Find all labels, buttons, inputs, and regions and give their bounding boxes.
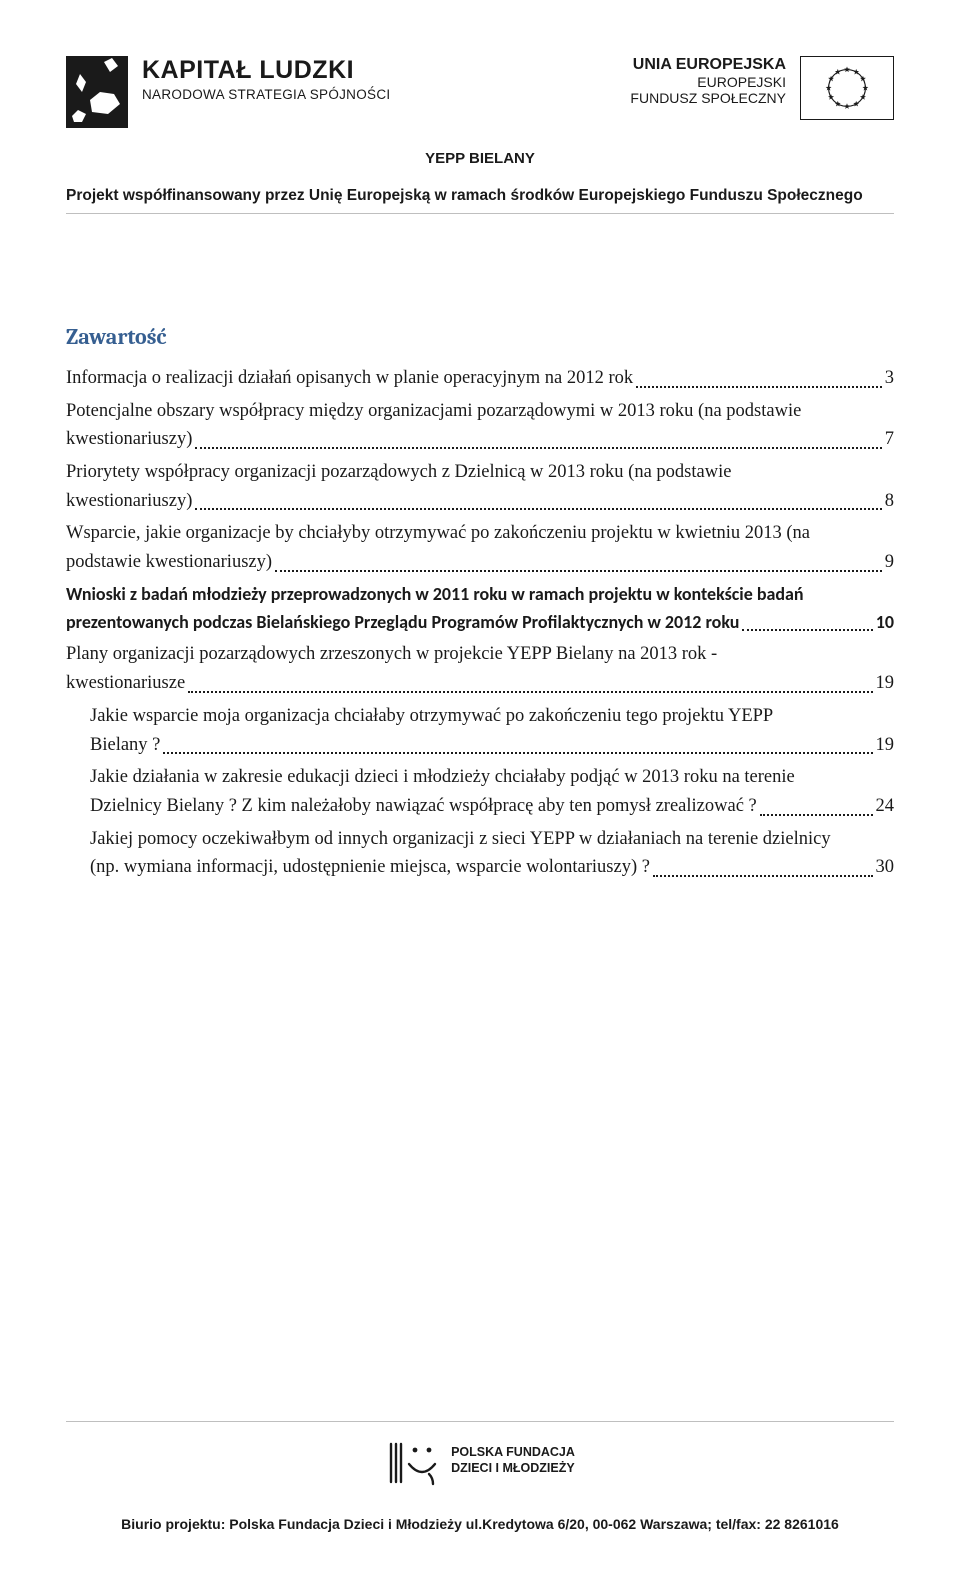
toc-label: Jakie działania w zakresie edukacji dzie… <box>90 763 894 792</box>
eu-line1: UNIA EUROPEJSKA <box>630 56 786 74</box>
toc-label: Potencjalne obszary współpracy między or… <box>66 397 894 426</box>
toc-page-number: 7 <box>885 425 894 454</box>
toc-label: Jakiej pomocy oczekiwałbym od innych org… <box>90 825 894 854</box>
project-title: YEPP BIELANY <box>66 150 894 167</box>
toc-label: Dzielnicy Bielany ? Z kim należałoby naw… <box>90 792 757 821</box>
toc-leader-dots <box>188 691 872 693</box>
toc-entry[interactable]: Wnioski z badań młodzieży przeprowadzony… <box>66 581 894 637</box>
toc-entry[interactable]: Jakie działania w zakresie edukacji dzie… <box>66 763 894 820</box>
document-footer: POLSKA FUNDACJA DZIECI I MŁODZIEŻY Biuri… <box>66 1421 894 1532</box>
pfdm-line2: DZIECI I MŁODZIEŻY <box>451 1461 575 1477</box>
pfdm-line1: POLSKA FUNDACJA <box>451 1445 575 1461</box>
toc-label: Plany organizacji pozarządowych zrzeszon… <box>66 640 894 669</box>
kapital-subtitle: NARODOWA STRATEGIA SPÓJNOŚCI <box>142 87 390 102</box>
toc-label: Priorytety współpracy organizacji pozarz… <box>66 458 894 487</box>
toc-leader-dots <box>195 508 881 510</box>
toc-entry[interactable]: Jakie wsparcie moja organizacja chciałab… <box>66 702 894 759</box>
toc-label: prezentowanych podczas Bielańskiego Prze… <box>66 609 739 637</box>
toc-entry[interactable]: Priorytety współpracy organizacji pozarz… <box>66 458 894 515</box>
eu-logo-block: UNIA EUROPEJSKA EUROPEJSKI FUNDUSZ SPOŁE… <box>630 56 894 120</box>
toc-label: kwestionariusze <box>66 669 185 698</box>
pfdm-logo-block: POLSKA FUNDACJA DZIECI I MŁODZIEŻY <box>385 1434 575 1488</box>
toc-page-number: 19 <box>876 669 895 698</box>
toc-label: kwestionariuszy) <box>66 487 192 516</box>
toc-leader-dots <box>636 386 882 388</box>
toc-entry[interactable]: Informacja o realizacji działań opisanyc… <box>66 364 894 393</box>
funding-statement: Projekt współfinansowany przez Unię Euro… <box>66 187 894 205</box>
toc-leader-dots <box>760 814 873 816</box>
toc-heading: Zawartość <box>66 324 894 350</box>
toc-page-number: 9 <box>885 548 894 577</box>
toc-page-number: 30 <box>876 853 895 882</box>
toc-label: kwestionariuszy) <box>66 425 192 454</box>
toc-label: Wsparcie, jakie organizacje by chciałyby… <box>66 519 894 548</box>
document-header: KAPITAŁ LUDZKI NARODOWA STRATEGIA SPÓJNO… <box>66 56 894 128</box>
toc-label: Informacja o realizacji działań opisanyc… <box>66 364 633 393</box>
kapital-title: KAPITAŁ LUDZKI <box>142 56 390 85</box>
eu-line2: EUROPEJSKI <box>630 74 786 90</box>
toc-page-number: 19 <box>876 731 895 760</box>
kapital-ludzki-logo-block: KAPITAŁ LUDZKI NARODOWA STRATEGIA SPÓJNO… <box>66 56 390 128</box>
toc-entry[interactable]: Plany organizacji pozarządowych zrzeszon… <box>66 640 894 697</box>
toc-label: Bielany ? <box>90 731 160 760</box>
toc-leader-dots <box>653 875 873 877</box>
toc-leader-dots <box>163 752 872 754</box>
toc-label: podstawie kwestionariuszy) <box>66 548 272 577</box>
toc-label: Wnioski z badań młodzieży przeprowadzony… <box>66 581 894 609</box>
table-of-contents: Informacja o realizacji działań opisanyc… <box>66 364 894 882</box>
toc-entry[interactable]: Potencjalne obszary współpracy między or… <box>66 397 894 454</box>
toc-page-number: 3 <box>885 364 894 393</box>
kapital-ludzki-icon <box>66 56 128 128</box>
toc-label: (np. wymiana informacji, udostępnienie m… <box>90 853 650 882</box>
eu-flag-icon <box>800 56 894 120</box>
toc-leader-dots <box>275 570 882 572</box>
footer-address: Biurio projektu: Polska Fundacja Dzieci … <box>66 1516 894 1532</box>
toc-entry[interactable]: Wsparcie, jakie organizacje by chciałyby… <box>66 519 894 576</box>
toc-entry[interactable]: Jakiej pomocy oczekiwałbym od innych org… <box>66 825 894 882</box>
header-divider <box>66 213 894 214</box>
smiley-icon <box>385 1434 439 1488</box>
toc-page-number: 10 <box>876 609 894 637</box>
toc-leader-dots <box>742 629 872 631</box>
toc-leader-dots <box>195 447 881 449</box>
toc-page-number: 8 <box>885 487 894 516</box>
toc-page-number: 24 <box>876 792 895 821</box>
footer-divider <box>66 1421 894 1422</box>
toc-label: Jakie wsparcie moja organizacja chciałab… <box>90 702 894 731</box>
eu-line3: FUNDUSZ SPOŁECZNY <box>630 90 786 106</box>
